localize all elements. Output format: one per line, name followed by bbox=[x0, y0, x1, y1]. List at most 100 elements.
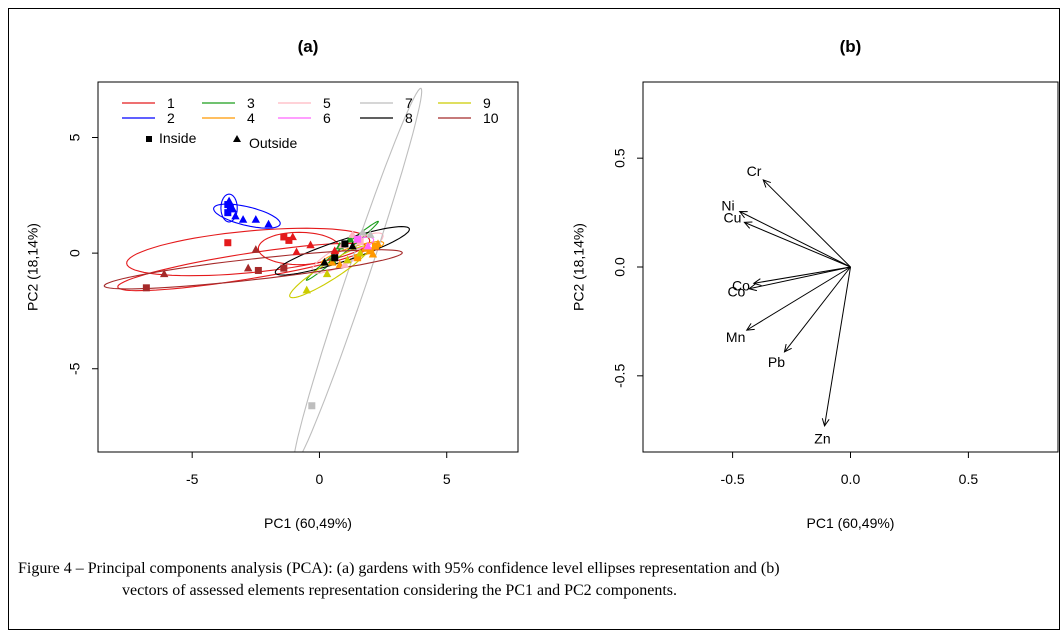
vector-arrowhead-co-4 bbox=[747, 283, 757, 292]
point-group-7-0 bbox=[308, 402, 316, 410]
panel-a-ytick-label-1: 0 bbox=[67, 249, 83, 257]
panel-a-xlabel: PC1 (60,49%) bbox=[264, 515, 352, 531]
point-group-4-1 bbox=[366, 247, 374, 255]
point-group-8-3 bbox=[320, 257, 329, 266]
point-group-10-0 bbox=[142, 284, 150, 292]
panel-a-xtick-label-0: -5 bbox=[186, 471, 199, 487]
legend-marker-inside bbox=[146, 136, 152, 142]
panel-a-ytick-label-2: 5 bbox=[67, 133, 83, 141]
point-group-10-2 bbox=[280, 264, 288, 272]
legend-label-inside: Inside bbox=[159, 130, 197, 146]
vector-arrowhead-ni-1 bbox=[738, 210, 748, 219]
ellipse-group-9-0 bbox=[289, 245, 371, 299]
panel-b-xlabel: PC1 (60,49%) bbox=[807, 515, 895, 531]
panel-a-plot-area bbox=[103, 87, 423, 452]
figure-frame bbox=[8, 8, 1060, 630]
legend-label-outside: Outside bbox=[249, 135, 297, 151]
vector-label-mn-5: Mn bbox=[726, 329, 745, 345]
vector-arrowhead-cr-0 bbox=[762, 179, 771, 188]
vector-label-co-4: Co bbox=[727, 283, 745, 299]
legend-label-6: 6 bbox=[323, 110, 331, 126]
figure-caption: Figure 4 – Principal components analysis… bbox=[18, 558, 1048, 602]
point-group-2-6 bbox=[251, 215, 261, 223]
panel-b-xtick-label-0: -0.5 bbox=[721, 471, 745, 487]
point-group-2-5 bbox=[238, 215, 248, 223]
ellipse-group-1-2 bbox=[126, 227, 371, 277]
point-group-1-6 bbox=[330, 246, 339, 255]
point-group-6-1 bbox=[363, 241, 373, 250]
point-group-2-3 bbox=[231, 211, 240, 220]
panel-a-xtick-label-1: 0 bbox=[316, 471, 324, 487]
legend-label-9: 9 bbox=[483, 95, 491, 111]
vector-arrowhead-mn-5 bbox=[745, 323, 755, 331]
point-group-5-3 bbox=[340, 260, 350, 268]
legend-label-8: 8 bbox=[405, 110, 413, 126]
point-group-2-7 bbox=[264, 219, 273, 228]
point-group-7-2 bbox=[366, 230, 375, 238]
vector-pb-6 bbox=[784, 266, 851, 353]
vector-cu-2 bbox=[744, 221, 851, 268]
point-group-2-2 bbox=[224, 209, 232, 217]
vector-label-cu-2: Cu bbox=[723, 209, 741, 225]
panel-b-ytick-label-0: -0.5 bbox=[612, 364, 628, 388]
panel-a-xtick-label-2: 5 bbox=[443, 471, 451, 487]
point-group-2-8 bbox=[224, 196, 234, 205]
vector-ni-1 bbox=[739, 211, 851, 268]
point-group-10-4 bbox=[243, 263, 253, 272]
vector-mn-5 bbox=[746, 266, 851, 331]
ellipse-group-8-0 bbox=[274, 226, 410, 276]
point-group-2-4 bbox=[228, 204, 238, 213]
point-group-4-2 bbox=[354, 254, 362, 262]
caption-line-1: Figure 4 – Principal components analysis… bbox=[18, 560, 780, 577]
vector-arrowhead-pb-6 bbox=[783, 343, 792, 353]
legend-label-1: 1 bbox=[167, 95, 175, 111]
point-group-9-2 bbox=[343, 255, 352, 264]
point-group-9-1 bbox=[322, 269, 332, 278]
point-group-8-2 bbox=[348, 241, 357, 250]
ellipse-group-2-0 bbox=[213, 203, 281, 229]
point-group-8-1 bbox=[331, 254, 339, 262]
point-group-9-0 bbox=[302, 285, 311, 294]
point-group-1-3 bbox=[288, 232, 297, 241]
ellipse-group-7-0 bbox=[294, 87, 423, 452]
point-group-7-1 bbox=[358, 227, 367, 236]
legend-label-5: 5 bbox=[323, 95, 331, 111]
panel-b-ylabel: PC2 (18,14%) bbox=[571, 223, 587, 311]
legend-label-10: 10 bbox=[483, 110, 499, 126]
vector-co-4 bbox=[749, 266, 851, 290]
panel-a-plot-border bbox=[97, 81, 519, 453]
point-group-9-3 bbox=[355, 248, 365, 257]
point-group-4-6 bbox=[327, 257, 337, 266]
legend-label-3: 3 bbox=[247, 95, 255, 111]
vector-label-cr-0: Cr bbox=[747, 163, 762, 179]
point-group-1-1 bbox=[280, 233, 288, 241]
point-group-1-2 bbox=[285, 236, 293, 244]
point-group-1-0 bbox=[224, 239, 232, 247]
point-group-10-5 bbox=[251, 245, 261, 253]
legend-marker-outside bbox=[233, 135, 241, 142]
panel-a-title: (a) bbox=[298, 37, 319, 56]
point-group-6-0 bbox=[354, 235, 362, 243]
vector-co-3 bbox=[753, 266, 851, 284]
panel-b-title: (b) bbox=[840, 37, 862, 56]
panel-b-xtick-label-1: 0.0 bbox=[841, 471, 861, 487]
panel-a-ytick-label-0: -5 bbox=[67, 362, 83, 375]
vector-cr-0 bbox=[762, 179, 851, 268]
point-group-1-4 bbox=[306, 240, 315, 249]
point-group-1-5 bbox=[292, 247, 301, 256]
pca-figure: (a) -5 0 5 -5 0 5 PC1 (60,49%) PC2 (18,14%) 12 34 5… bbox=[25, 37, 1059, 531]
ellipse-group-2-1 bbox=[220, 193, 238, 223]
point-group-10-1 bbox=[254, 266, 262, 274]
vector-zn-7 bbox=[824, 266, 851, 426]
vector-arrowhead-cu-2 bbox=[743, 221, 753, 229]
legend-label-7: 7 bbox=[405, 95, 413, 111]
point-group-8-0 bbox=[341, 240, 349, 248]
vector-label-zn-7: Zn bbox=[814, 431, 830, 447]
point-group-10-3 bbox=[159, 269, 169, 278]
vector-label-pb-6: Pb bbox=[768, 354, 785, 370]
point-group-4-7 bbox=[368, 249, 378, 258]
vector-arrowhead-co-3 bbox=[752, 278, 762, 287]
legend-label-2: 2 bbox=[167, 110, 175, 126]
legend-label-4: 4 bbox=[247, 110, 255, 126]
